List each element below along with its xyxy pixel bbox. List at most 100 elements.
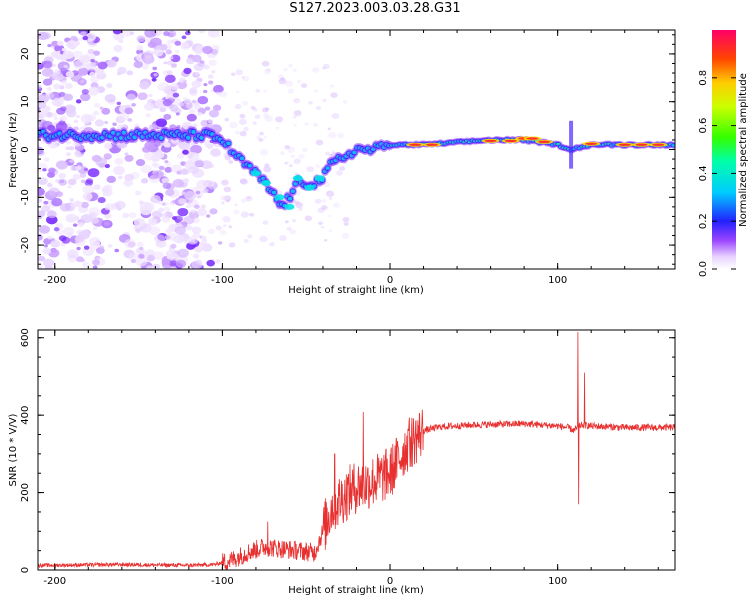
noise-blob [163, 61, 168, 65]
noise-blob [197, 96, 209, 105]
noise-blob [77, 67, 89, 76]
noise-blob [235, 69, 244, 76]
noise-blob [43, 200, 49, 205]
noise-blob [175, 259, 187, 268]
noise-blob [97, 61, 108, 70]
noise-blob [215, 225, 222, 231]
noise-blob [169, 104, 179, 112]
noise-blob [164, 74, 176, 84]
noise-blob [113, 32, 125, 41]
noise-blob [157, 82, 169, 92]
noise-blob [82, 35, 89, 41]
spectrogram-ridge [38, 120, 675, 211]
noise-blob [38, 255, 46, 262]
noise-blob [176, 153, 185, 159]
noise-blob [146, 265, 153, 269]
noise-blob [207, 228, 216, 235]
ridge-core [271, 190, 277, 195]
noise-blob [51, 197, 63, 207]
noise-blob [279, 235, 287, 241]
noise-blob [162, 99, 173, 107]
x-tick-label: -200 [43, 275, 66, 286]
spectrogram-y-ticks: -20 -10 0 10 20 [20, 34, 675, 265]
noise-blob [82, 262, 90, 268]
noise-blob [238, 118, 247, 125]
y-tick-label: 0 [20, 567, 31, 573]
y-tick-label: 10 [20, 95, 31, 108]
noise-blob [331, 112, 340, 120]
noise-blob [261, 60, 270, 67]
noise-blob [163, 113, 172, 120]
noise-blob [243, 239, 249, 243]
noise-blob [53, 83, 62, 90]
noise-blob [315, 164, 320, 169]
noise-blob [150, 195, 161, 204]
noise-blob [161, 259, 171, 266]
noise-blob [263, 166, 272, 173]
noise-blob [192, 123, 198, 128]
ridge-core [325, 166, 330, 170]
ridge-blob [250, 170, 261, 177]
noise-blob [162, 212, 168, 217]
noise-blob [38, 225, 50, 234]
noise-blob [242, 76, 250, 82]
ridge-flare [569, 120, 574, 169]
noise-blob [146, 254, 155, 262]
noise-blob [124, 152, 129, 156]
ridge-blob [274, 194, 285, 201]
noise-blob [117, 175, 123, 180]
noise-blob [84, 122, 90, 127]
noise-blob [228, 242, 236, 248]
ridge-core [671, 144, 675, 147]
noise-blob [173, 234, 185, 244]
noise-blob [166, 60, 173, 66]
noise-blob [93, 184, 101, 190]
noise-blob [255, 88, 261, 93]
noise-blob [153, 73, 158, 77]
noise-blob [124, 107, 134, 115]
noise-blob [147, 41, 157, 49]
noise-blob [185, 225, 193, 231]
noise-blob [165, 162, 172, 167]
noise-blob [283, 67, 288, 72]
noise-blob [139, 81, 150, 90]
noise-blob [51, 97, 64, 107]
noise-blob [135, 159, 146, 167]
noise-blob [46, 171, 55, 178]
noise-blob [116, 71, 122, 76]
noise-blob [82, 192, 93, 201]
noise-blob [41, 205, 51, 213]
noise-blob [38, 62, 44, 70]
noise-blob [165, 189, 175, 197]
noise-blob [158, 165, 165, 171]
noise-blob [327, 127, 331, 131]
noise-blob [72, 173, 81, 180]
noise-blob [143, 50, 154, 58]
colorbar: 0.0 0.2 0.4 0.6 0.8 Normalized spectral ampl… [698, 30, 749, 277]
noise-blob [269, 242, 275, 247]
noise-blob [65, 140, 72, 145]
ridge-core [290, 189, 295, 194]
noise-blob [182, 97, 187, 101]
noise-blob [87, 49, 95, 55]
noise-blob [252, 121, 257, 125]
noise-blob [66, 249, 79, 259]
spectrogram-noise [38, 30, 350, 269]
noise-blob [315, 139, 324, 146]
noise-blob [43, 238, 52, 245]
noise-blob [90, 217, 100, 224]
noise-blob [148, 226, 161, 235]
noise-blob [84, 179, 93, 187]
noise-blob [190, 144, 202, 154]
noise-blob [79, 172, 87, 178]
noise-blob [275, 116, 283, 123]
noise-blob [324, 238, 328, 242]
noise-blob [170, 83, 180, 91]
noise-blob [289, 164, 293, 168]
noise-blob [113, 44, 123, 52]
noise-blob [134, 123, 140, 128]
noise-blob [182, 149, 189, 155]
noise-blob [121, 30, 133, 37]
noise-blob [104, 120, 109, 125]
